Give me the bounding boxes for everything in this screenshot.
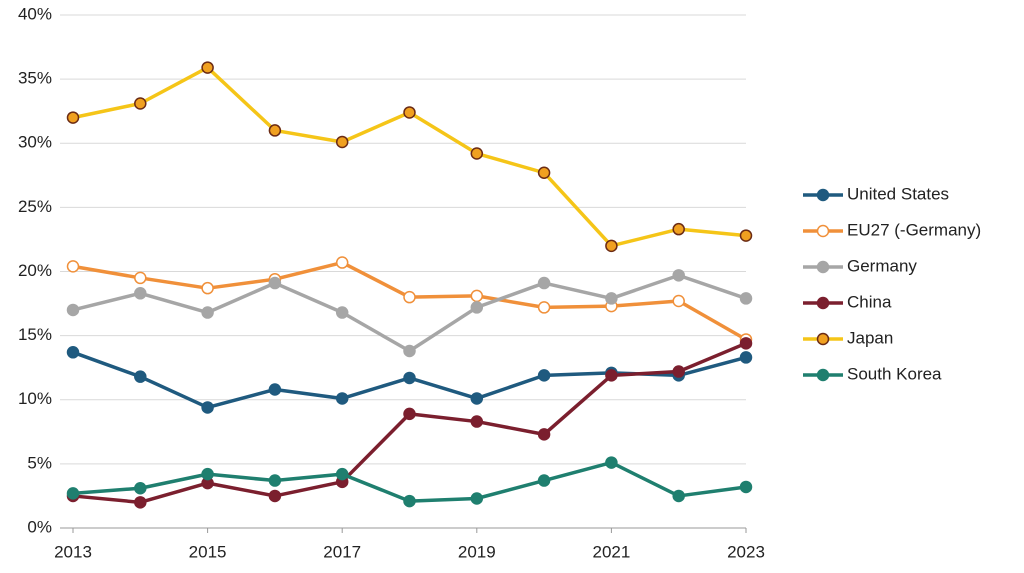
data-point bbox=[537, 276, 551, 290]
x-tick-label: 2017 bbox=[323, 542, 361, 561]
data-point bbox=[605, 369, 618, 382]
legend-label: EU27 (-Germany) bbox=[847, 220, 981, 239]
data-point bbox=[470, 392, 484, 405]
data-point bbox=[403, 371, 416, 385]
series-line bbox=[72, 65, 747, 248]
y-tick-label: 5% bbox=[27, 453, 52, 472]
data-point bbox=[66, 303, 80, 317]
y-tick-label: 15% bbox=[18, 325, 52, 344]
legend-marker bbox=[816, 260, 830, 274]
data-point bbox=[66, 260, 80, 273]
data-point bbox=[605, 292, 618, 305]
data-point bbox=[134, 271, 147, 285]
data-point bbox=[403, 407, 416, 421]
data-point bbox=[268, 383, 282, 396]
data-point bbox=[201, 281, 214, 295]
data-point bbox=[470, 147, 484, 160]
data-point bbox=[335, 135, 349, 149]
data-point bbox=[739, 351, 753, 364]
data-point bbox=[470, 289, 484, 303]
legend-label: China bbox=[847, 292, 892, 311]
data-point bbox=[403, 344, 416, 358]
data-point bbox=[201, 467, 214, 481]
data-point bbox=[268, 276, 282, 290]
data-point bbox=[201, 306, 214, 319]
data-point bbox=[66, 346, 80, 359]
data-point bbox=[335, 256, 349, 269]
data-point bbox=[134, 287, 147, 300]
y-tick-label: 0% bbox=[27, 517, 52, 536]
data-point bbox=[403, 106, 416, 119]
data-point bbox=[403, 290, 416, 304]
legend-label: South Korea bbox=[847, 364, 942, 383]
data-point bbox=[268, 124, 282, 137]
data-point bbox=[672, 269, 685, 282]
data-point bbox=[537, 301, 551, 314]
legend-marker bbox=[816, 296, 830, 310]
data-point bbox=[403, 494, 416, 508]
data-point bbox=[537, 474, 551, 487]
data-point bbox=[672, 365, 685, 378]
series-line bbox=[72, 273, 747, 353]
legend-marker bbox=[816, 368, 830, 382]
legend-marker bbox=[816, 332, 830, 346]
data-point bbox=[470, 492, 484, 505]
data-point bbox=[335, 392, 349, 405]
data-point bbox=[335, 306, 349, 319]
data-point bbox=[134, 97, 147, 110]
legend-label: Germany bbox=[847, 256, 917, 275]
data-point bbox=[537, 369, 551, 382]
data-point bbox=[739, 292, 753, 305]
x-tick-label: 2021 bbox=[592, 542, 630, 561]
data-point bbox=[66, 487, 80, 500]
data-point bbox=[739, 480, 753, 494]
data-point bbox=[201, 61, 214, 74]
y-tick-label: 25% bbox=[18, 197, 52, 216]
data-point bbox=[739, 337, 753, 350]
data-point bbox=[134, 481, 147, 495]
y-tick-label: 10% bbox=[18, 389, 52, 408]
data-point bbox=[672, 222, 685, 236]
data-point bbox=[335, 467, 349, 481]
data-point bbox=[470, 301, 484, 314]
y-tick-label: 40% bbox=[18, 4, 52, 23]
data-point bbox=[672, 294, 685, 308]
data-point bbox=[739, 229, 753, 242]
y-tick-label: 35% bbox=[18, 69, 52, 88]
y-tick-label: 20% bbox=[18, 261, 52, 280]
data-point bbox=[470, 415, 484, 428]
legend-marker bbox=[816, 224, 830, 238]
x-tick-label: 2015 bbox=[189, 542, 227, 561]
x-tick-label: 2023 bbox=[727, 542, 765, 561]
data-point bbox=[201, 401, 214, 414]
data-point bbox=[537, 166, 551, 179]
data-point bbox=[134, 496, 147, 509]
data-point bbox=[268, 474, 282, 487]
legend-label: United States bbox=[847, 184, 949, 203]
data-point bbox=[605, 456, 618, 469]
x-tick-label: 2019 bbox=[458, 542, 496, 561]
x-tick-label: 2013 bbox=[54, 542, 92, 561]
legend-label: Japan bbox=[847, 328, 893, 347]
y-tick-label: 30% bbox=[18, 133, 52, 152]
legend-marker bbox=[816, 188, 830, 202]
data-point bbox=[605, 239, 618, 253]
data-point bbox=[66, 111, 80, 124]
data-point bbox=[134, 370, 147, 383]
data-point bbox=[537, 428, 551, 441]
data-point bbox=[672, 489, 685, 503]
data-point bbox=[268, 489, 282, 503]
